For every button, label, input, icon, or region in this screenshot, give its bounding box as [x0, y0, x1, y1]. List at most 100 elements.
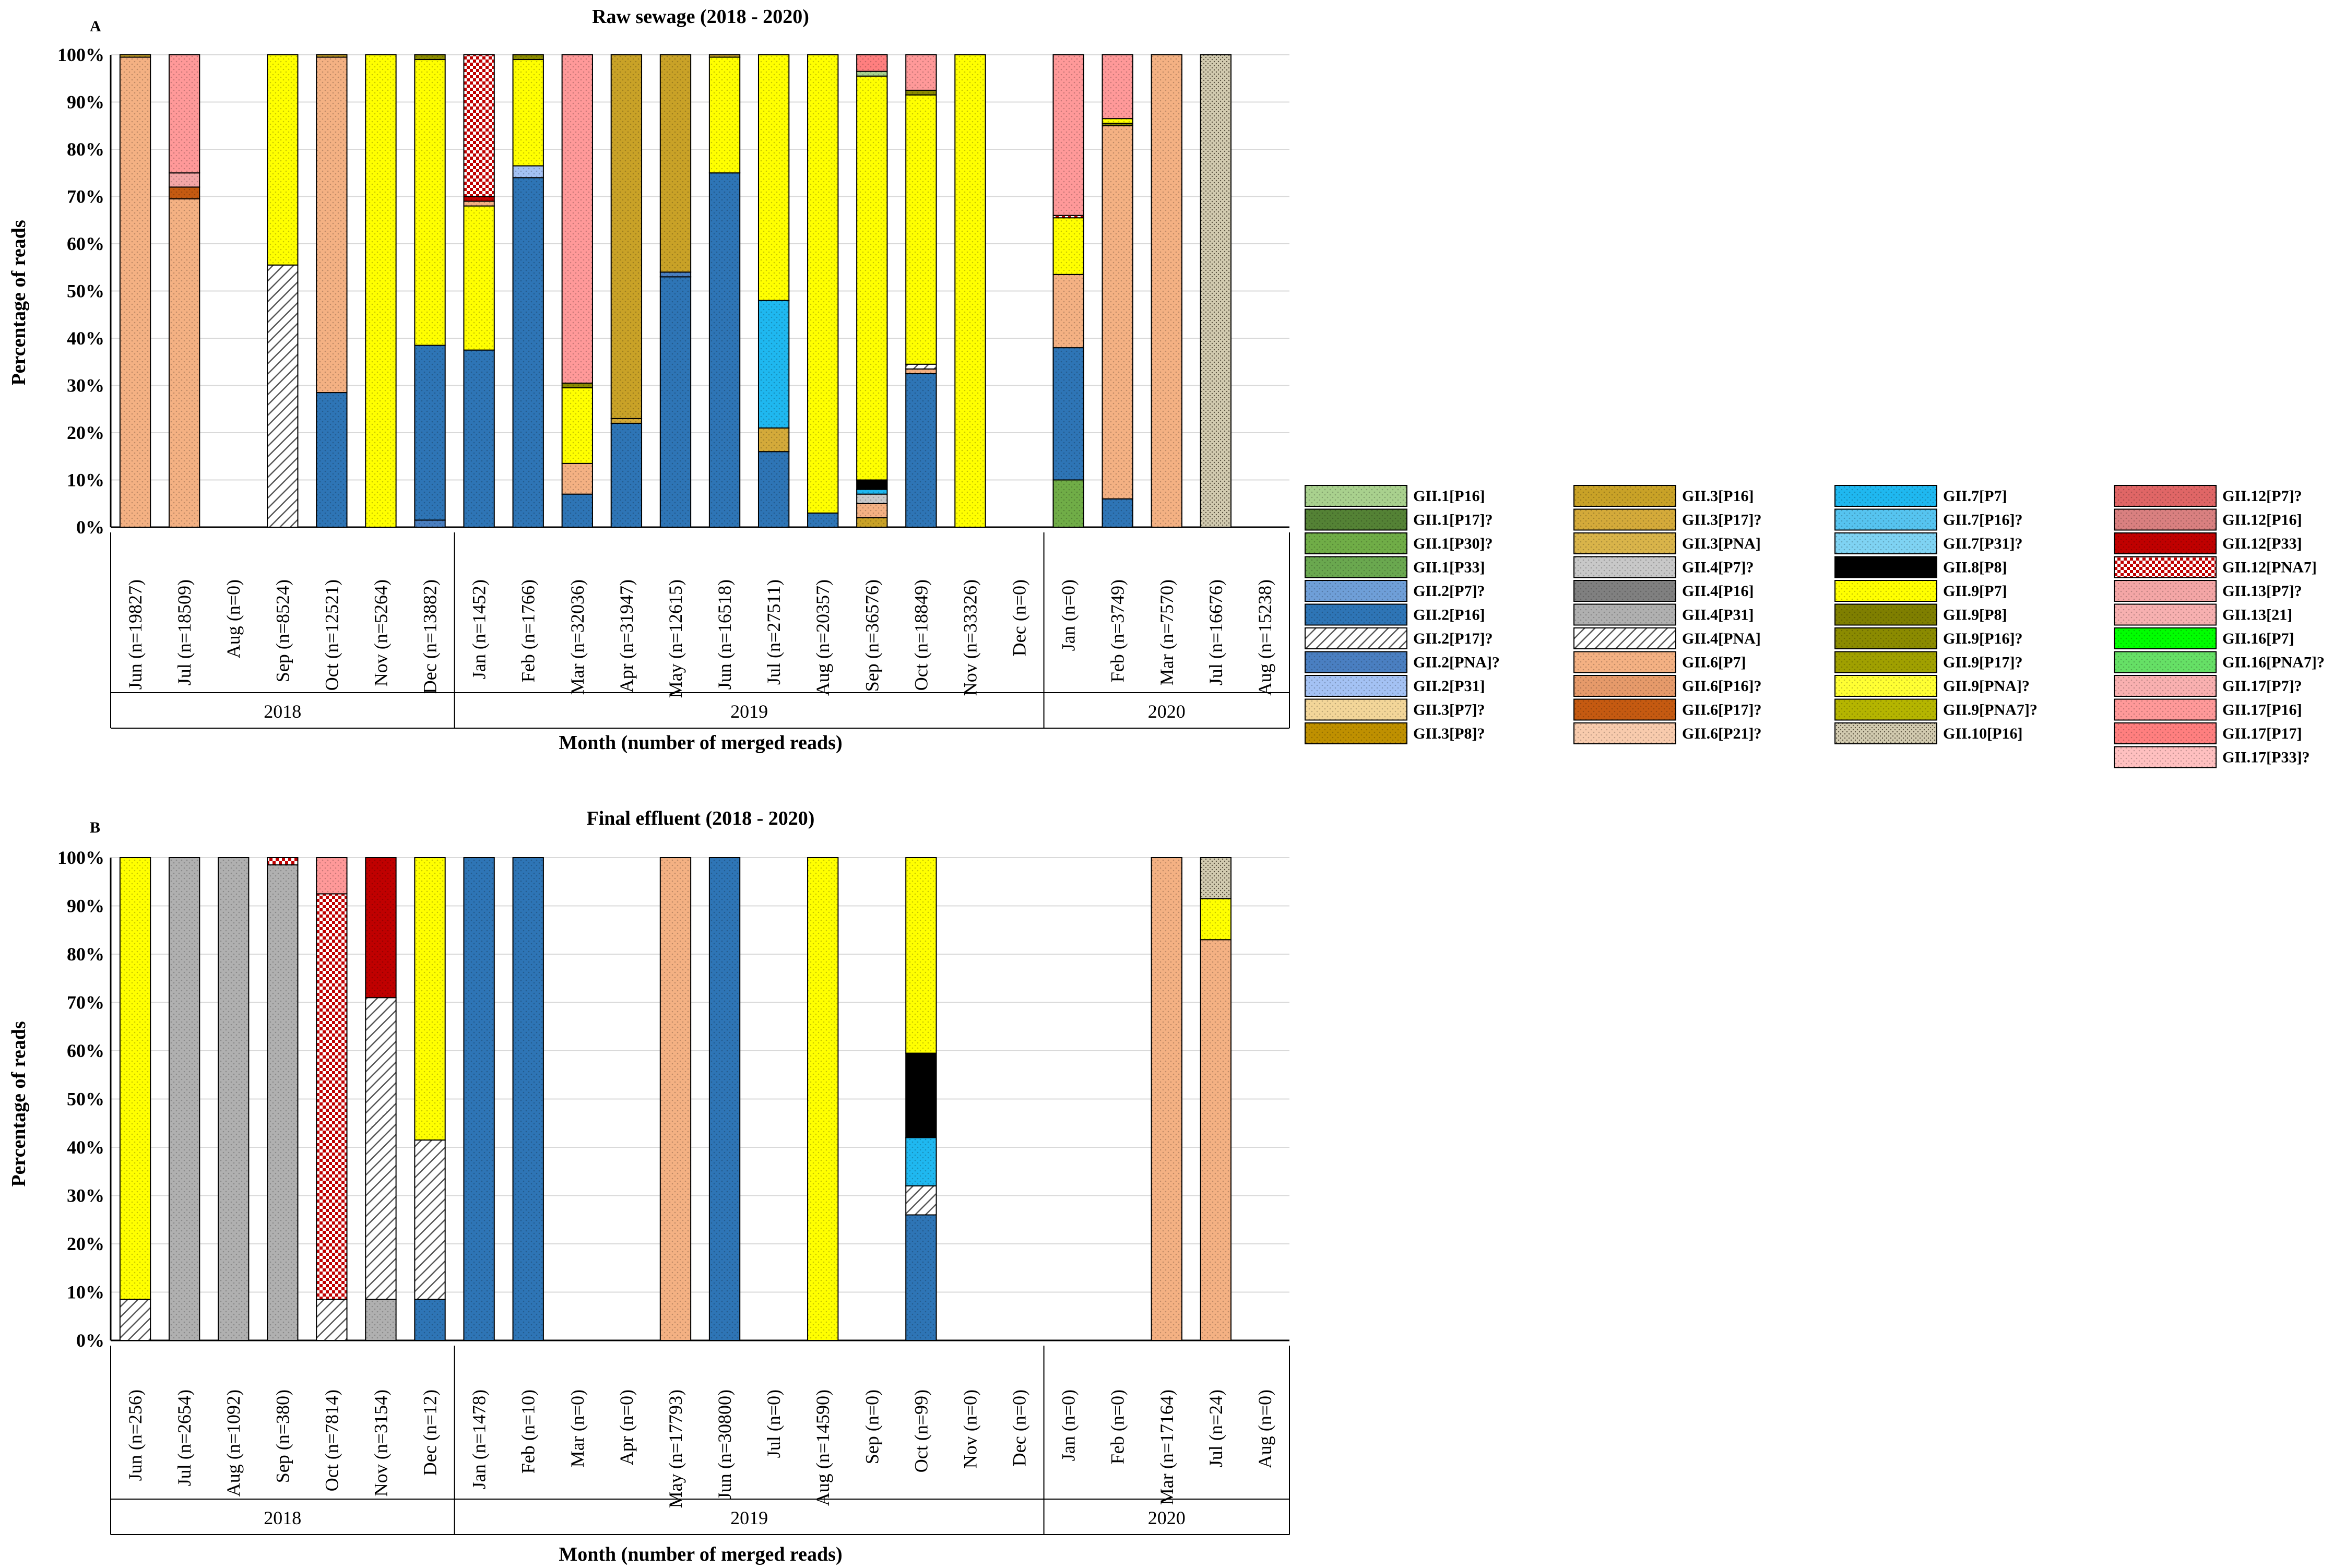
panel-b-y-ticks: 0% 10% 20% 30% 40% 50% 60% 70% 80% 90% 100% — [57, 847, 104, 1351]
x-tick-label: Sep (n=36576) — [861, 579, 882, 692]
legend-swatch — [1573, 603, 1676, 626]
y-tick-label: 20% — [67, 1233, 104, 1254]
legend-swatch — [1305, 651, 1407, 673]
legend-label: GII.3[P16] — [1682, 488, 1754, 505]
bar-segment: GII.12[PNA7] — [316, 893, 348, 1300]
y-tick-label: 70% — [67, 186, 104, 207]
bar-segment: GII.2[P16] — [463, 857, 495, 1341]
bar-segment: GII.4[P31] — [168, 857, 200, 1341]
legend-item-gii-4-p31: GII.4[P31] — [1573, 603, 1754, 626]
bar-segment: GII.6[P7] — [168, 198, 200, 528]
x-tick-label: Aug (n=20357) — [812, 579, 833, 696]
bar-segment: GII.17[P16] — [316, 857, 348, 895]
x-tick-label: Jun (n=30800) — [714, 1389, 735, 1500]
legend-item-gii-12-p33: GII.12[P33] — [2114, 532, 2302, 554]
y-tick-label: 40% — [67, 328, 104, 349]
bar-segment: GII.6[P7] — [1052, 274, 1084, 349]
legend-swatch — [1305, 722, 1407, 744]
bar-segment: GII.8[P8] — [856, 479, 888, 490]
panel-a-bars: GII.6[P7]GII.3[P16]GII.6[P7]GII.6[P17]?G… — [119, 54, 1232, 528]
bar-segment: GII.6[P7] — [316, 56, 348, 394]
bar-segment: GII.2[P16] — [414, 1299, 446, 1341]
legend-label: GII.4[P31] — [1682, 607, 1754, 624]
bar-segment: GII.2[P16] — [316, 392, 348, 528]
bar-stack: GII.2[PNA]?GII.2[P16]GII.9[P7]GII.9[P16]… — [414, 54, 446, 528]
x-tick-label: Sep (n=8524) — [272, 579, 293, 682]
legend-swatch — [1834, 556, 1937, 578]
legend-item-gii-13-p7: GII.13[P7]? — [2114, 580, 2302, 602]
legend-label: GII.13[21] — [2222, 607, 2292, 624]
x-tick-label: Oct (n=7814) — [321, 1389, 342, 1491]
panel-b-gridlines — [110, 857, 1289, 1341]
legend-label: GII.4[P7]? — [1682, 559, 1754, 576]
bar-stack: GII.9[P7] — [807, 857, 839, 1341]
bar-segment: GII.9[P7] — [512, 59, 544, 167]
y-tick-label: 40% — [67, 1137, 104, 1158]
legend-item-gii-8-p8: GII.8[P8] — [1834, 556, 2007, 578]
legend-swatch — [1834, 485, 1937, 507]
legend-swatch — [1305, 675, 1407, 697]
bar-segment: GII.4[P7]? — [856, 493, 888, 504]
bar-segment: GII.2[P16] — [512, 857, 544, 1341]
y-tick-label: 0% — [76, 1330, 104, 1351]
x-tick-label: Jun (n=19827) — [125, 579, 146, 690]
y-tick-label: 30% — [67, 375, 104, 396]
bar-stack: GII.4[P31] — [218, 857, 250, 1341]
bar-segment: GII.9[P16]? — [905, 89, 937, 96]
x-tick-label: Jan (n=1452) — [469, 579, 490, 679]
y-tick-label: 10% — [67, 1282, 104, 1303]
bar-stack: GII.2[P16]GII.2[P31]GII.9[P7]GII.9[P16]? — [512, 54, 544, 528]
x-tick-label: Mar (n=0) — [567, 1389, 588, 1467]
x-tick-label: Oct (n=18849) — [910, 579, 931, 691]
bar-stack: GII.4[P31]GII.12[PNA7] — [267, 857, 299, 1341]
bar-segment: GII.12[PNA7] — [267, 857, 299, 865]
legend-label: GII.12[P7]? — [2222, 488, 2302, 505]
legend-label: GII.4[PNA] — [1682, 630, 1761, 647]
bar-segment: GII.6[P7] — [1151, 857, 1182, 1341]
panel-b-x-ticks: Jun (n=256) Jul (n=2654) Aug (n=1092) Sep (… — [125, 1389, 1275, 1508]
bar-segment: GII.3[P16] — [316, 54, 348, 58]
legend-swatch — [1305, 508, 1407, 531]
bar-segment: GII.4[PNA] — [267, 264, 299, 528]
legend-swatch — [1305, 698, 1407, 721]
bar-stack: GII.2[P16]GII.9[P7]GII.6[P7]GII.12[P33]G… — [463, 54, 495, 528]
bar-segment: GII.2[P16] — [905, 373, 937, 528]
x-tick-label: Jan (n=0) — [1058, 1389, 1079, 1461]
legend-item-gii-6-p7: GII.6[P7] — [1573, 651, 1746, 673]
legend-label: GII.2[PNA]? — [1413, 654, 1500, 671]
bar-stack: GII.1[P30]?GII.2[P16]GII.6[P7]GII.9[P7]G… — [1052, 54, 1084, 528]
bar-segment: GII.2[P16] — [610, 422, 643, 528]
bar-segment: GII.9[P7] — [267, 54, 299, 266]
legend-swatch — [1305, 485, 1407, 507]
bar-segment: GII.9[P7] — [463, 205, 495, 351]
bar-segment: GII.17[P16] — [561, 54, 593, 384]
bar-segment: GII.9[P7] — [905, 857, 937, 1054]
bar-segment: GII.6[P7] — [561, 462, 593, 495]
legend-label: GII.13[P7]? — [2222, 583, 2302, 600]
legend-label: GII.12[P33] — [2222, 535, 2302, 552]
legend-swatch — [1834, 675, 1937, 697]
bar-segment: GII.9[P7] — [757, 54, 790, 301]
legend-item-gii-1-p17: GII.1[P17]? — [1305, 508, 1493, 531]
bar-segment: GII.3[P16] — [708, 54, 741, 58]
bar-segment: GII.13[P7]? — [168, 172, 200, 188]
bar-stack: GII.10[P16] — [1200, 54, 1232, 528]
panel-a-year-groups: 2018 2019 2020 — [110, 532, 1290, 729]
x-tick-label: Jul (n=27511) — [763, 579, 784, 685]
legend-item-gii-17-p16: GII.17[P16] — [2114, 698, 2302, 721]
x-tick-label: Feb (n=10) — [518, 1389, 539, 1474]
y-tick-label: 80% — [67, 944, 104, 965]
panel-b-bars: GII.4[PNA]GII.9[P7]GII.4[P31]GII.4[P31]G… — [119, 857, 1232, 1341]
bar-segment: GII.7[P7] — [757, 300, 790, 429]
legend-swatch — [1573, 698, 1676, 721]
bar-segment: GII.2[P31] — [512, 165, 544, 179]
bar-stack: GII.2[P16]GII.6[P7]GII.4[PNA]GII.9[P7]GI… — [905, 54, 937, 528]
legend-label: GII.12[P16] — [2222, 512, 2302, 529]
bar-segment: GII.9[P7] — [954, 54, 986, 528]
bar-segment: GII.3[P16] — [856, 517, 888, 528]
legend-swatch — [2114, 556, 2217, 578]
legend-item-gii-12-p7: GII.12[P7]? — [2114, 485, 2302, 507]
legend-swatch — [2114, 722, 2217, 744]
bar-segment: GII.2[P16] — [414, 345, 446, 521]
legend-item-gii-7-p7: GII.7[P7] — [1834, 485, 2007, 507]
